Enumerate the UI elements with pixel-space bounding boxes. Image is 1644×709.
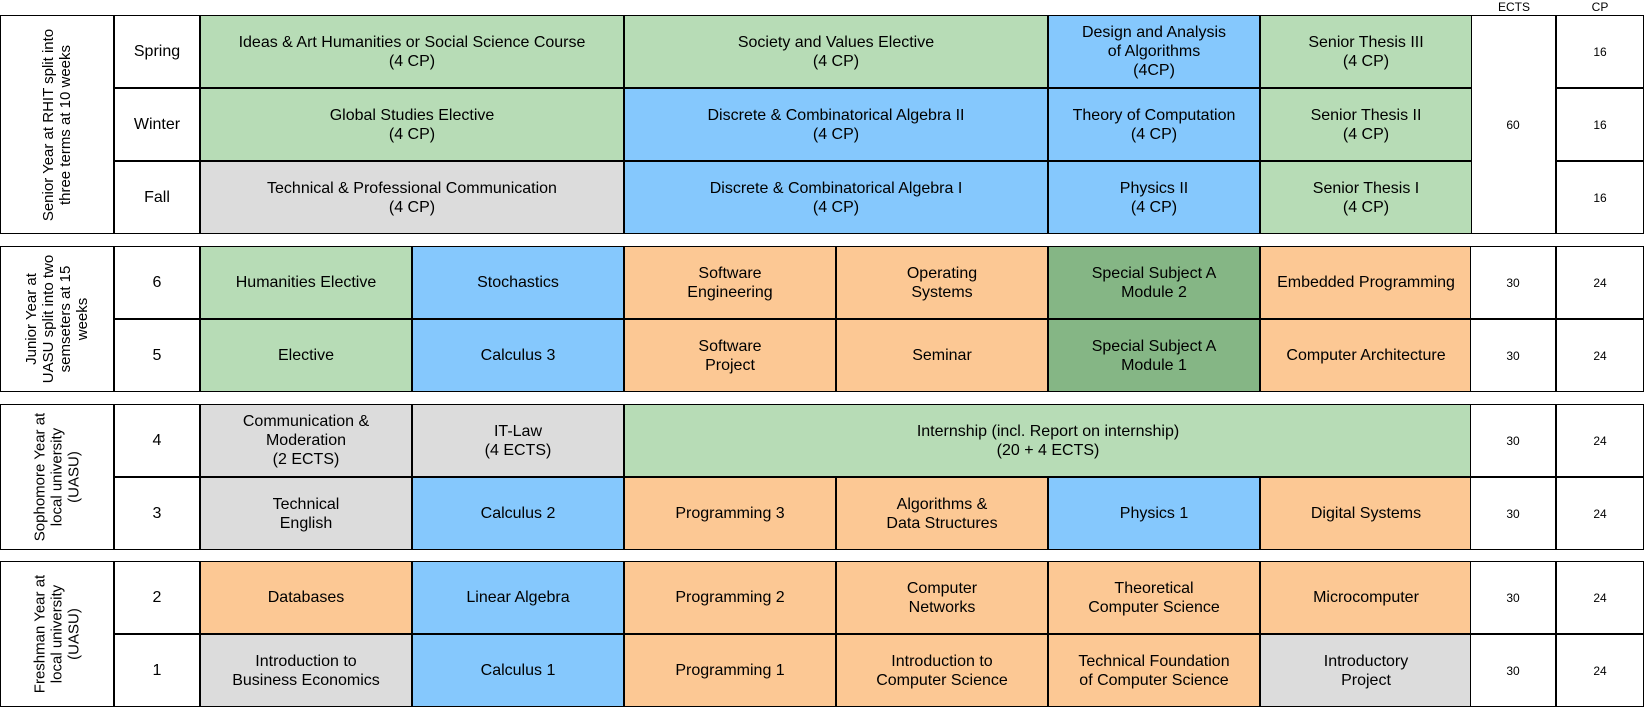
- course-cell: Calculus 3: [412, 319, 624, 392]
- course-cell: Special Subject A Module 2: [1048, 246, 1260, 319]
- course-cell: Software Engineering: [624, 246, 836, 319]
- course-cell: Computer Networks: [836, 561, 1048, 634]
- course-cell: Embedded Programming: [1260, 246, 1472, 319]
- cp-value: 16: [1556, 88, 1644, 161]
- course-cell: IT-Law (4 ECTS): [412, 404, 624, 477]
- course-cell: Discrete & Combinatorical Algebra II (4 …: [624, 88, 1048, 161]
- course-cell: Introductory Project: [1260, 634, 1472, 707]
- course-cell: Seminar: [836, 319, 1048, 392]
- course-cell: Microcomputer: [1260, 561, 1472, 634]
- course-cell: Computer Architecture: [1260, 319, 1472, 392]
- ects-value: 60: [1470, 15, 1556, 234]
- term-row: Spring Ideas & Art Humanities or Social S…: [0, 15, 1644, 88]
- term-row: 2 Databases Linear Algebra Programming 2 Com…: [0, 561, 1644, 634]
- term-label: 1: [114, 634, 200, 707]
- course-cell: Humanities Elective: [200, 246, 412, 319]
- course-cell: Society and Values Elective (4 CP): [624, 15, 1048, 88]
- course-cell: Communication & Moderation (2 ECTS): [200, 404, 412, 477]
- term-label: Fall: [114, 161, 200, 234]
- term-label: 6: [114, 246, 200, 319]
- course-cell: Theory of Computation (4 CP): [1048, 88, 1260, 161]
- course-cell: Software Project: [624, 319, 836, 392]
- term-row: 4 Communication & Moderation (2 ECTS) IT-L…: [0, 404, 1644, 477]
- ects-value: 30: [1470, 634, 1556, 707]
- term-row: 6 Humanities Elective Stochastics Software …: [0, 246, 1644, 319]
- year-block: Freshman Year at local university (UASU)…: [0, 561, 1644, 707]
- ects-value: 30: [1470, 561, 1556, 634]
- cp-value: 24: [1556, 246, 1644, 319]
- term-label: 2: [114, 561, 200, 634]
- course-cell: Databases: [200, 561, 412, 634]
- course-cell: Design and Analysis of Algorithms (4CP): [1048, 15, 1260, 88]
- term-row: Fall Technical & Professional Communicati…: [0, 161, 1644, 234]
- course-cell: Physics 1: [1048, 477, 1260, 550]
- year-label: Sophomore Year at local university (UASU…: [0, 404, 114, 550]
- term-label: Winter: [114, 88, 200, 161]
- term-label: Spring: [114, 15, 200, 88]
- course-cell: Ideas & Art Humanities or Social Science…: [200, 15, 624, 88]
- ects-value: 30: [1470, 477, 1556, 550]
- course-cell: Algorithms & Data Structures: [836, 477, 1048, 550]
- ects-value: 30: [1470, 404, 1556, 477]
- course-cell: Discrete & Combinatorical Algebra I (4 C…: [624, 161, 1048, 234]
- course-cell: Physics II (4 CP): [1048, 161, 1260, 234]
- cp-value: 24: [1556, 634, 1644, 707]
- course-cell: Calculus 1: [412, 634, 624, 707]
- course-cell: Senior Thesis III (4 CP): [1260, 15, 1472, 88]
- year-label: Freshman Year at local university (UASU): [0, 561, 114, 707]
- term-row: 5 Elective Calculus 3 Software Project Semin…: [0, 319, 1644, 392]
- term-row: 1 Introduction to Business Economics Calcu…: [0, 634, 1644, 707]
- course-cell: Senior Thesis I (4 CP): [1260, 161, 1472, 234]
- cp-value: 24: [1556, 404, 1644, 477]
- cp-value: 16: [1556, 161, 1644, 234]
- course-cell: Technical Foundation of Computer Science: [1048, 634, 1260, 707]
- term-label: 5: [114, 319, 200, 392]
- course-cell: Internship (incl. Report on internship) …: [624, 404, 1472, 477]
- cp-value: 24: [1556, 561, 1644, 634]
- course-cell: Senior Thesis II (4 CP): [1260, 88, 1472, 161]
- course-cell: Elective: [200, 319, 412, 392]
- term-row: 3 Technical English Calculus 2 Programming …: [0, 477, 1644, 550]
- year-label: Senior Year at RHIT split into three ter…: [0, 15, 114, 234]
- course-cell: Special Subject A Module 1: [1048, 319, 1260, 392]
- course-cell: Stochastics: [412, 246, 624, 319]
- year-block: Sophomore Year at local university (UASU…: [0, 404, 1644, 550]
- cp-value: 16: [1556, 15, 1644, 88]
- course-cell: Technical & Professional Communication (…: [200, 161, 624, 234]
- course-cell: Programming 3: [624, 477, 836, 550]
- year-block: Senior Year at RHIT split into three ter…: [0, 15, 1644, 234]
- cp-header: CP: [1591, 0, 1609, 14]
- course-cell: Operating Systems: [836, 246, 1048, 319]
- term-label: 3: [114, 477, 200, 550]
- course-cell: Digital Systems: [1260, 477, 1472, 550]
- ects-header: ECTS: [1497, 0, 1530, 14]
- course-cell: Programming 1: [624, 634, 836, 707]
- course-cell: Theoretical Computer Science: [1048, 561, 1260, 634]
- term-row: Winter Global Studies Elective (4 CP) Disc…: [0, 88, 1644, 161]
- course-cell: Linear Algebra: [412, 561, 624, 634]
- ects-value: 30: [1470, 319, 1556, 392]
- course-cell: Calculus 2: [412, 477, 624, 550]
- course-cell: Global Studies Elective (4 CP): [200, 88, 624, 161]
- course-cell: Introduction to Business Economics: [200, 634, 412, 707]
- term-label: 4: [114, 404, 200, 477]
- course-cell: Technical English: [200, 477, 412, 550]
- cp-value: 24: [1556, 319, 1644, 392]
- cp-value: 24: [1556, 477, 1644, 550]
- course-cell: Introduction to Computer Science: [836, 634, 1048, 707]
- course-cell: Programming 2: [624, 561, 836, 634]
- year-block: Junior Year at UASU split into two semse…: [0, 246, 1644, 392]
- year-label: Junior Year at UASU split into two semse…: [0, 246, 114, 392]
- ects-value: 30: [1470, 246, 1556, 319]
